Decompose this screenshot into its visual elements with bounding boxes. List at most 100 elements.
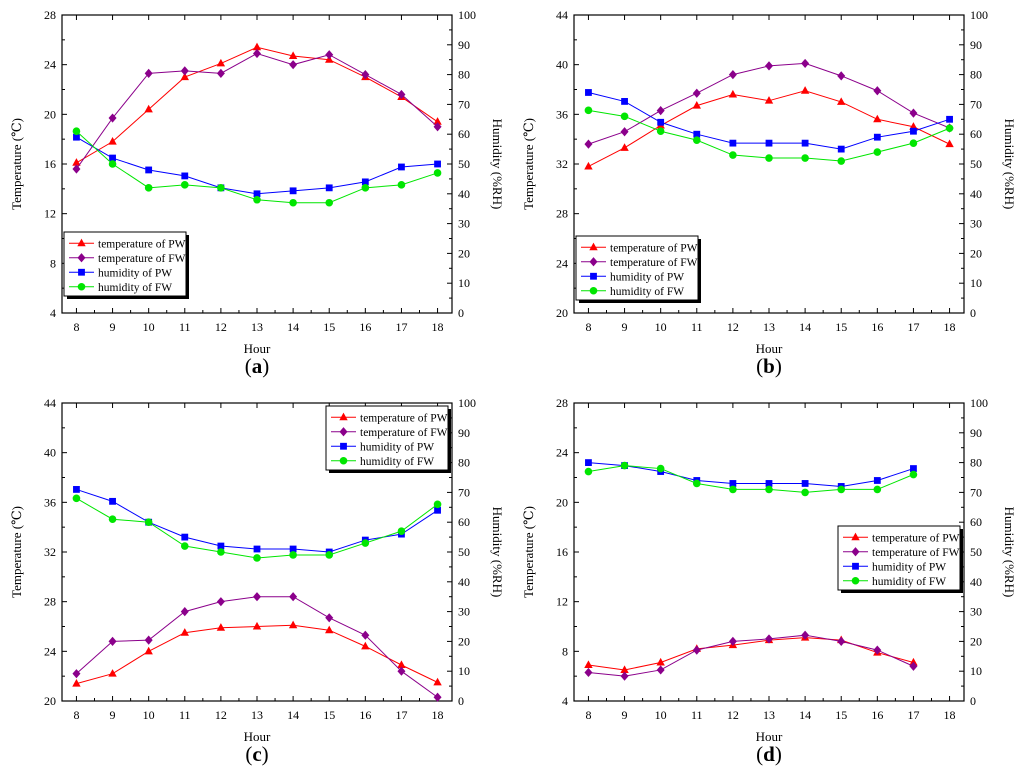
y-right-tick-label: 100: [970, 396, 988, 410]
data-point-circle: [72, 494, 81, 503]
y-left-tick-label: 32: [44, 545, 56, 559]
data-point-circle: [837, 157, 846, 165]
y-right-tick-label: 70: [458, 97, 470, 111]
data-point-diamond: [289, 60, 298, 70]
legend-label: humidity of PW: [360, 441, 434, 453]
data-point-diamond: [325, 613, 334, 623]
series-line-2: [76, 136, 438, 195]
y-right-tick-label: 30: [458, 605, 470, 619]
x-tick-label: 11: [179, 708, 191, 722]
data-point-circle: [620, 112, 629, 121]
legend-label: temperature of PW: [610, 242, 698, 254]
legend-label: humidity of PW: [610, 271, 684, 283]
data-point-square: [873, 133, 881, 141]
y-left-tick-label: 28: [44, 595, 56, 609]
data-point-square: [145, 166, 153, 174]
y-left-tick-label: 24: [44, 58, 56, 72]
series-line-1: [588, 634, 914, 677]
y-right-tick-label: 50: [458, 545, 470, 559]
data-point-diamond: [801, 58, 810, 69]
y-left-tick-label: 28: [44, 8, 56, 22]
y-right-tick-label: 10: [970, 664, 982, 678]
legend-label: humidity of FW: [98, 282, 172, 294]
y-right-tick-label: 30: [970, 217, 982, 231]
x-tick-label: 18: [432, 320, 444, 334]
chart-svg-b: 8 9 10 11 12 13 14 15 16 17 18 20 24 28 32 36 40 44 0 10 20 3…: [521, 8, 1017, 378]
data-point-square: [289, 545, 297, 553]
data-point-diamond: [108, 636, 117, 646]
data-point-square: [181, 172, 189, 180]
x-tick-label: 11: [179, 320, 191, 334]
y-left-tick-label: 20: [556, 495, 568, 509]
data-point-circle: [253, 195, 261, 204]
data-point-square: [109, 497, 116, 505]
data-point-triangle: [180, 72, 189, 81]
x-tick-label: 16: [871, 320, 883, 334]
x-tick-label: 8: [73, 708, 79, 722]
data-point-circle: [620, 461, 629, 470]
legend-marker-square: [340, 442, 347, 450]
data-point-diamond: [325, 50, 334, 60]
data-point-diamond: [620, 671, 629, 681]
legend-label: temperature of PW: [98, 238, 186, 250]
y-right-axis-title: Humidity (%RH): [490, 119, 505, 210]
y-left-axis-title: Temperature (℃): [9, 118, 24, 210]
x-tick-label: 10: [143, 708, 155, 722]
data-point-diamond: [361, 70, 370, 80]
y-right-tick-label: 20: [458, 634, 470, 648]
x-tick-label: 18: [432, 708, 444, 722]
data-point-diamond: [289, 592, 298, 602]
y-left-tick-label: 44: [44, 396, 56, 410]
legend: temperature of PW temperature of FW humidi…: [837, 525, 963, 593]
y-right-tick-label: 20: [458, 246, 470, 260]
legend-label: humidity of FW: [610, 286, 684, 298]
x-tick-label: 15: [323, 320, 335, 334]
x-tick-label: 17: [395, 708, 407, 722]
legend-marker-square: [590, 272, 597, 280]
data-point-diamond: [692, 645, 701, 655]
x-tick-label: 9: [622, 320, 628, 334]
y-right-tick-label: 60: [458, 127, 470, 141]
y-right-tick-label: 90: [458, 38, 470, 52]
panel-label: (c): [245, 742, 268, 766]
y-left-tick-label: 24: [44, 644, 56, 658]
x-tick-label: 9: [110, 708, 116, 722]
data-point-triangle: [72, 158, 81, 166]
y-right-tick-label: 40: [970, 187, 982, 201]
y-left-tick-label: 36: [44, 495, 56, 509]
data-point-triangle: [620, 143, 629, 151]
data-point-circle: [873, 485, 882, 494]
data-point-triangle: [180, 628, 189, 636]
x-tick-label: 14: [799, 320, 811, 334]
data-point-circle: [325, 551, 334, 559]
y-right-tick-label: 90: [458, 426, 470, 440]
legend: temperature of PW temperature of FW humidi…: [575, 235, 701, 303]
data-point-square: [946, 115, 953, 123]
y-right-tick-label: 10: [970, 276, 982, 290]
data-point-square: [181, 533, 189, 541]
data-point-circle: [397, 527, 406, 535]
x-tick-label: 11: [691, 320, 703, 334]
y-right-tick-label: 40: [970, 575, 982, 589]
data-point-circle: [144, 518, 153, 526]
y-right-tick-label: 0: [458, 694, 464, 708]
legend-label: humidity of PW: [98, 267, 172, 279]
data-point-circle: [289, 198, 297, 207]
data-point-diamond: [216, 68, 225, 78]
legend: temperature of PW temperature of FW humidi…: [325, 405, 451, 473]
legend-marker-diamond: [339, 427, 348, 437]
data-point-diamond: [433, 692, 442, 702]
legend-marker-triangle: [851, 532, 860, 541]
data-point-circle: [433, 500, 442, 509]
series-line-0: [588, 637, 914, 671]
y-left-tick-label: 32: [556, 157, 568, 171]
y-right-tick-label: 30: [970, 605, 982, 619]
data-point-square: [73, 486, 80, 493]
data-point-circle: [433, 169, 442, 177]
x-axis-title: Hour: [756, 341, 783, 356]
y-left-tick-label: 4: [562, 694, 568, 708]
data-point-square: [837, 145, 845, 153]
y-left-tick-label: 44: [556, 8, 568, 22]
data-point-diamond: [361, 630, 370, 640]
data-point-triangle: [325, 625, 334, 634]
